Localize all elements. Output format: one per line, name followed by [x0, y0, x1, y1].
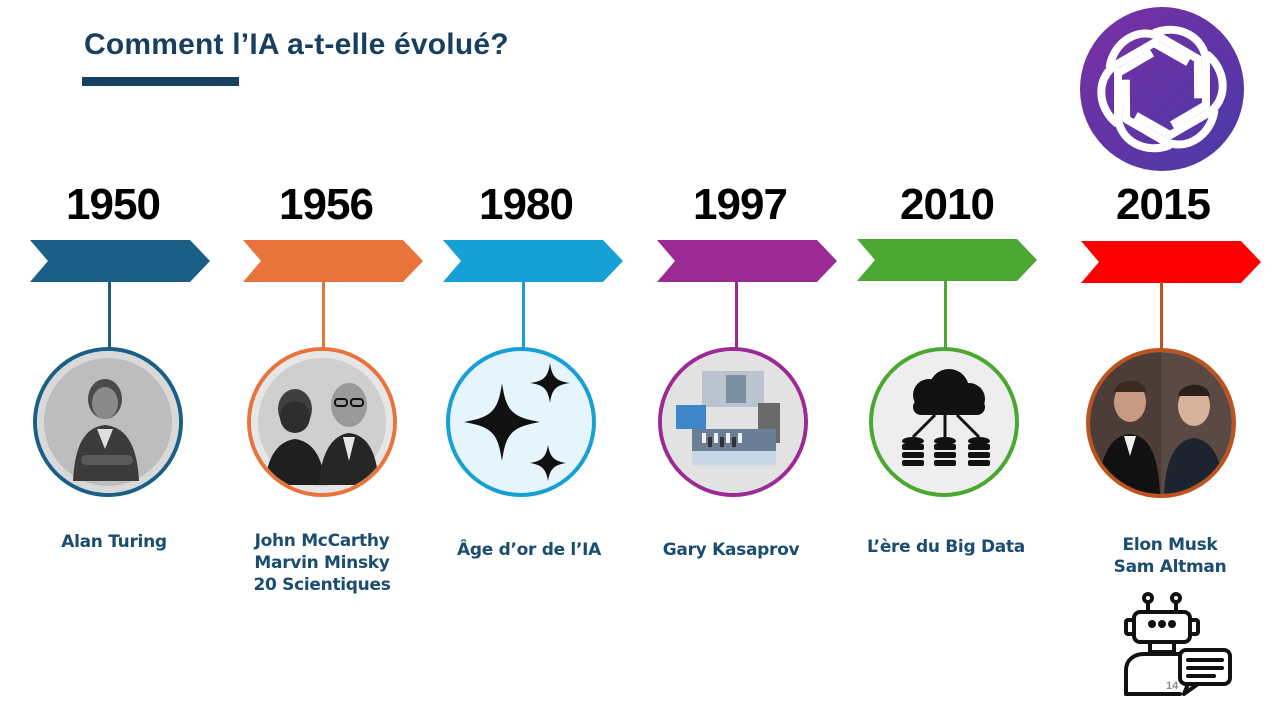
label-1950: Alan Turing [14, 531, 214, 553]
sparkles-icon [446, 347, 596, 497]
connector-1997 [735, 281, 738, 349]
chevron-1956 [243, 240, 423, 282]
chevron-1997 [657, 240, 837, 282]
label-line: Elon Musk [1122, 535, 1218, 555]
year-1950: 1950 [66, 180, 161, 229]
label-line: 20 Scientiques [253, 575, 391, 595]
label-line: John McCarthy [254, 531, 390, 551]
connector-1980 [522, 281, 525, 349]
label-1980: Âge d’or de l’IA [429, 539, 629, 561]
label-1956: John McCarthy Marvin Minsky 20 Scientiqu… [222, 530, 422, 596]
chevron-2015 [1081, 241, 1261, 283]
label-line: L’ère du Big Data [867, 537, 1025, 557]
chevron-1950 [30, 240, 210, 282]
title-underline [82, 77, 239, 86]
label-line: Âge d’or de l’IA [457, 540, 601, 560]
label-line: Sam Altman [1113, 557, 1227, 577]
year-1997: 1997 [693, 180, 788, 229]
label-1997: Gary Kasaprov [631, 539, 831, 561]
chevron-2010 [857, 239, 1037, 281]
label-2010: L’ère du Big Data [846, 536, 1046, 558]
kasparov-chess-photo [658, 347, 808, 497]
label-line: Marvin Minsky [254, 553, 390, 573]
openai-logo [1080, 7, 1244, 171]
connector-1956 [322, 281, 325, 349]
label-2015: Elon Musk Sam Altman [1070, 534, 1270, 578]
musk-altman-photo [1086, 348, 1236, 498]
mccarthy-minsky-photo [247, 347, 397, 497]
alan-turing-photo [33, 347, 183, 497]
connector-1950 [108, 281, 111, 349]
year-2015: 2015 [1116, 180, 1211, 229]
connector-2010 [944, 280, 947, 348]
label-line: Gary Kasaprov [662, 540, 800, 560]
page-number: 14 [1166, 680, 1179, 692]
year-1980: 1980 [479, 180, 574, 229]
connector-2015 [1160, 282, 1163, 350]
year-1956: 1956 [279, 180, 374, 229]
chevron-1980 [443, 240, 623, 282]
year-2010: 2010 [900, 180, 995, 229]
cloud-database-icon [869, 347, 1019, 497]
label-line: Alan Turing [61, 532, 167, 552]
robot-chat-icon [1124, 592, 1232, 696]
slide-title: Comment l’IA a-t-elle évolué? [84, 28, 509, 61]
